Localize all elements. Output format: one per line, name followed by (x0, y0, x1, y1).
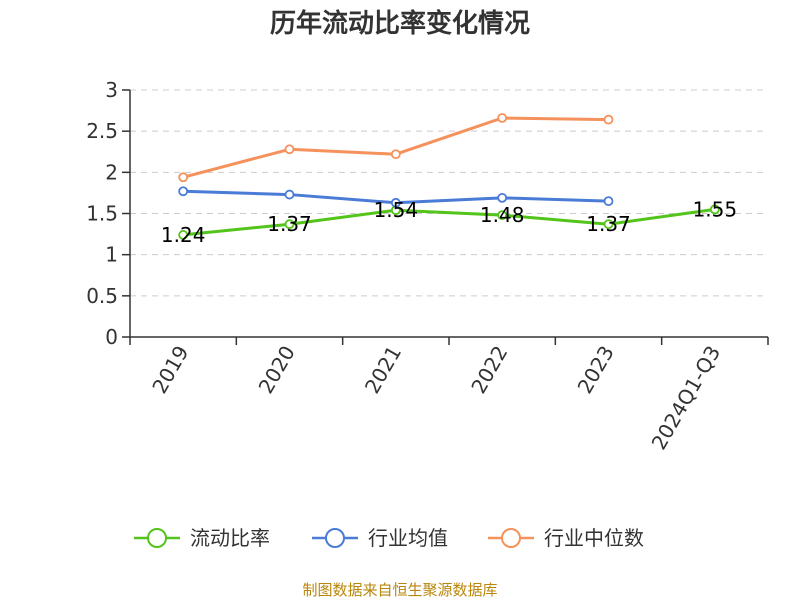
data-point[interactable] (390, 197, 401, 208)
x-tick-label: 2020 (254, 342, 300, 398)
x-tick-label: 2021 (360, 342, 406, 398)
legend-marker (147, 528, 167, 548)
y-tick-label: 3 (105, 78, 118, 102)
data-point[interactable] (178, 172, 189, 183)
x-tick-label: 2024Q1-Q3 (646, 342, 725, 454)
x-tick-label: 2022 (466, 341, 512, 397)
data-point[interactable] (709, 204, 720, 215)
data-label: 1.24 (161, 223, 206, 247)
series-line-2 (182, 116, 609, 179)
grid-lines (130, 89, 768, 297)
data-point[interactable] (603, 219, 614, 230)
legend-label: 行业均值 (368, 526, 448, 550)
legend-marker (325, 528, 345, 548)
legend-item-1[interactable]: 行业均值 (312, 526, 448, 550)
axes: 0 0.5 1 1.5 2 2.5 3 2019 2020 2021 2022 2023 2024Q1-… (86, 78, 769, 454)
chart-title: 历年流动比率变化情况 (270, 8, 530, 39)
data-point[interactable] (497, 192, 508, 203)
y-tick-label: 2.5 (86, 119, 118, 143)
y-tick-label: 0 (105, 325, 118, 349)
legend-item-2[interactable]: 行业中位数 (488, 526, 644, 550)
data-labels: 1.24 1.37 1.54 1.48 1.37 1.55 (161, 197, 737, 247)
x-tick-label: 2023 (573, 342, 619, 398)
x-tick-label: 2019 (147, 342, 193, 398)
legend-label: 流动比率 (190, 526, 270, 550)
y-tick-label: 1 (105, 243, 118, 267)
series-lines (178, 113, 720, 240)
y-tick-label: 2 (105, 160, 118, 184)
legend-marker (501, 528, 521, 548)
data-point[interactable] (284, 219, 295, 230)
data-point[interactable] (603, 114, 614, 125)
data-point[interactable] (497, 113, 508, 123)
data-point[interactable] (497, 210, 508, 221)
data-label: 1.55 (693, 197, 738, 221)
data-point[interactable] (284, 144, 295, 155)
data-point[interactable] (603, 196, 614, 207)
legend[interactable]: 流动比率 行业均值 行业中位数 (134, 526, 644, 550)
data-label: 1.48 (480, 203, 525, 227)
data-label: 1.37 (267, 212, 312, 236)
data-point[interactable] (390, 149, 401, 160)
source-note: 制图数据来自恒生聚源数据库 (302, 581, 497, 599)
data-point[interactable] (284, 189, 295, 200)
data-label: 1.37 (586, 212, 631, 236)
data-point[interactable] (178, 230, 189, 240)
y-tick-label: 1.5 (86, 202, 118, 226)
legend-item-0[interactable]: 流动比率 (134, 526, 270, 550)
data-point[interactable] (178, 186, 189, 197)
y-tick-label: 0.5 (86, 284, 118, 308)
legend-label: 行业中位数 (544, 526, 644, 550)
data-label: 1.54 (374, 198, 419, 222)
series-line-0 (183, 207, 716, 237)
